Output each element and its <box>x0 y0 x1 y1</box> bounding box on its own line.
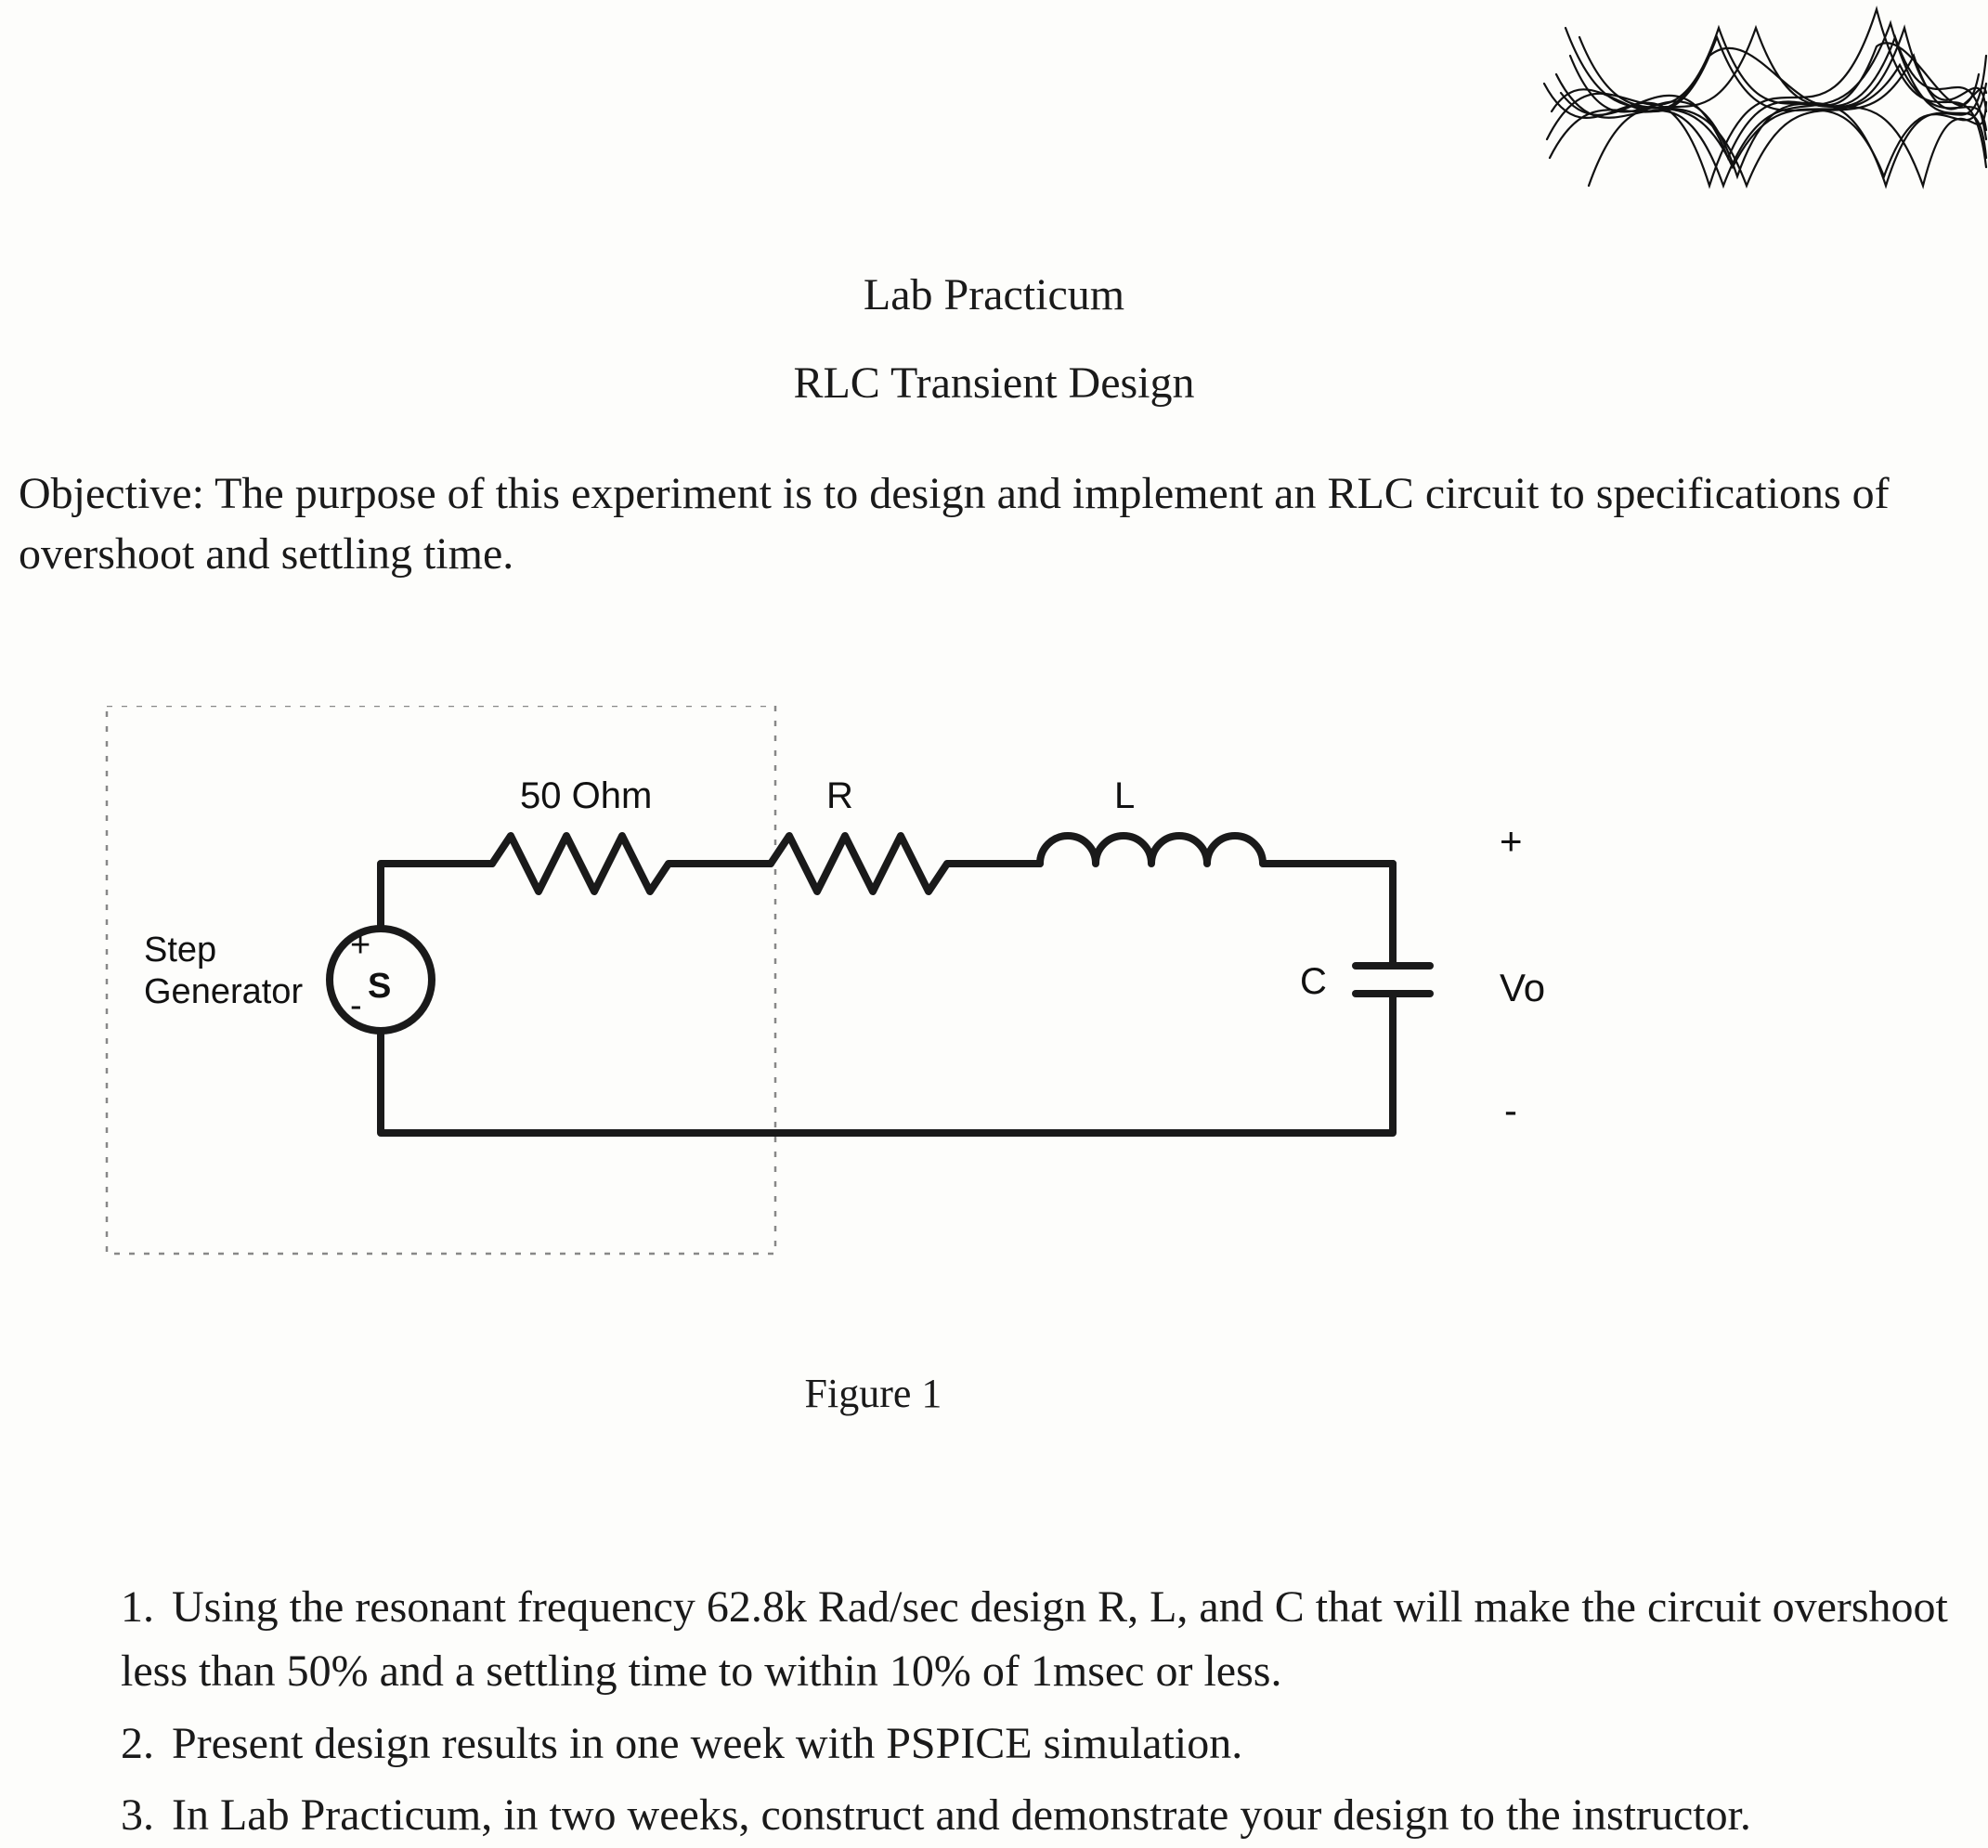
source-label-2: Generator <box>144 972 303 1011</box>
source-symbol: S <box>368 967 391 1006</box>
question-3: 3.In Lab Practicum, in two weeks, constr… <box>121 1783 1969 1848</box>
source-minus: - <box>350 986 362 1025</box>
objective-paragraph: Objective: The purpose of this experimen… <box>19 464 1969 585</box>
r-label: R <box>826 775 853 816</box>
source-label-1: Step <box>144 931 216 970</box>
r50-label: 50 Ohm <box>520 775 652 816</box>
q2-text: Present design results in one week with … <box>172 1719 1242 1768</box>
q1-text: Using the resonant frequency 62.8k Rad/s… <box>121 1582 1948 1697</box>
l-label: L <box>1114 775 1135 816</box>
title-line-1: Lab Practicum <box>19 269 1969 320</box>
vo-minus: - <box>1504 1088 1517 1132</box>
title-line-2: RLC Transient Design <box>19 358 1969 409</box>
title-block: Lab Practicum RLC Transient Design <box>19 269 1969 409</box>
question-1: 1.Using the resonant frequency 62.8k Rad… <box>121 1575 1969 1704</box>
figure-caption: Figure 1 <box>0 1370 1969 1417</box>
redaction-scribble <box>1542 0 1988 204</box>
q3-num: 3. <box>121 1783 172 1848</box>
source-plus: + <box>350 926 370 965</box>
circuit-figure: + - S Step Generator 50 Ohm R L C + Vo -… <box>56 706 1969 1417</box>
q2-num: 2. <box>121 1711 172 1776</box>
vo-label: Vo <box>1500 966 1545 1009</box>
objective-text: The purpose of this experiment is to des… <box>19 469 1890 579</box>
c-label: C <box>1300 961 1327 1002</box>
objective-label: Objective: <box>19 469 204 518</box>
questions-list: 1.Using the resonant frequency 62.8k Rad… <box>19 1575 1969 1848</box>
q3-text: In Lab Practicum, in two weeks, construc… <box>172 1790 1751 1840</box>
question-2: 2.Present design results in one week wit… <box>121 1711 1969 1776</box>
vo-plus: + <box>1500 819 1523 863</box>
q1-num: 1. <box>121 1575 172 1640</box>
